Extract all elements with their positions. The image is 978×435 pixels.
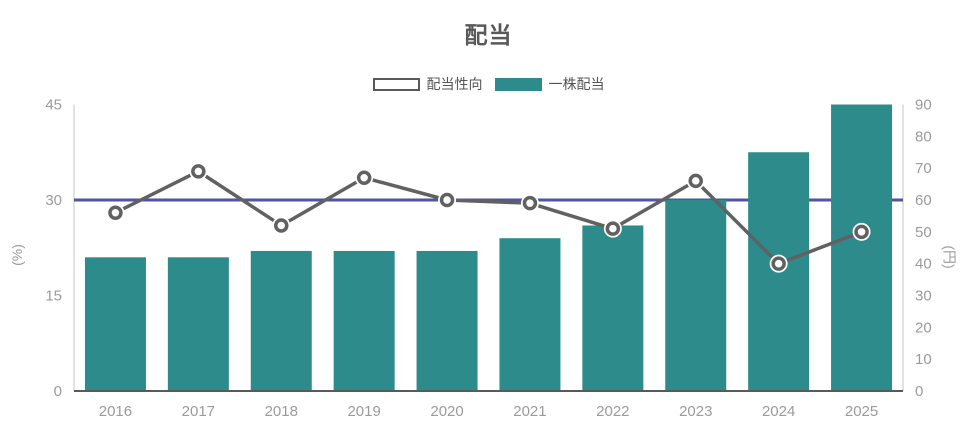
right-tick-label-30: 30 — [915, 288, 932, 305]
x-tick-label-2023: 2023 — [679, 403, 712, 420]
x-tick-label-2018: 2018 — [265, 403, 298, 420]
right-tick-label-20: 20 — [915, 319, 932, 336]
bar-2022 — [582, 225, 644, 391]
bar-2016 — [84, 257, 146, 391]
payout-marker-2025 — [854, 224, 869, 240]
payout-ratio-swatch-icon — [372, 77, 420, 91]
payout-marker-2022 — [605, 221, 621, 236]
payout-marker-2018 — [274, 218, 289, 233]
x-tick-label-2020: 2020 — [430, 403, 463, 420]
x-tick-label-2021: 2021 — [513, 403, 546, 420]
x-tick-label-2022: 2022 — [596, 403, 629, 420]
x-tick-label-2024: 2024 — [762, 403, 795, 420]
right-tick-label-80: 80 — [915, 128, 932, 145]
x-tick-label-2016: 2016 — [99, 403, 132, 420]
dps-swatch-icon — [494, 77, 542, 91]
bar-2017 — [167, 257, 229, 391]
legend-label-payout-ratio: 配当性向 — [426, 76, 483, 92]
payout-marker-2016 — [108, 205, 123, 220]
legend-item-payout-ratio: 配当性向 — [372, 74, 483, 94]
bar-2023 — [665, 200, 727, 391]
bar-2019 — [333, 250, 395, 391]
left-tick-label-15: 15 — [45, 288, 62, 305]
payout-marker-2017 — [191, 164, 206, 179]
chart-title: 配当 — [464, 22, 513, 48]
bar-2025 — [831, 104, 893, 391]
bar-2020 — [416, 250, 478, 391]
right-tick-label-50: 50 — [915, 224, 932, 241]
left-tick-label-45: 45 — [45, 97, 62, 114]
right-tick-label-60: 60 — [915, 192, 932, 209]
left-tick-label-30: 30 — [45, 192, 62, 209]
payout-marker-2024 — [771, 256, 786, 271]
payout-marker-2021 — [522, 195, 538, 211]
right-tick-label-0: 0 — [915, 383, 923, 400]
payout-ratio-line — [113, 169, 864, 266]
legend: 配当性向 一株配当 — [74, 74, 903, 94]
bar-2018 — [250, 250, 312, 391]
right-tick-label-70: 70 — [915, 160, 932, 177]
payout-marker-2019 — [356, 170, 372, 185]
right-tick-label-10: 10 — [915, 351, 932, 368]
legend-item-dps: 一株配当 — [494, 74, 605, 94]
right-tick-label-90: 90 — [915, 97, 932, 114]
payout-marker-2023 — [688, 173, 703, 189]
right-tick-label-40: 40 — [915, 256, 932, 273]
bar-2021 — [499, 238, 561, 391]
payout-marker-2020 — [439, 192, 455, 208]
legend-label-dps: 一株配当 — [548, 76, 605, 92]
x-tick-label-2019: 2019 — [347, 403, 380, 420]
x-tick-label-2017: 2017 — [182, 403, 215, 420]
left-tick-label-0: 0 — [54, 383, 62, 400]
x-tick-label-2025: 2025 — [845, 403, 878, 420]
